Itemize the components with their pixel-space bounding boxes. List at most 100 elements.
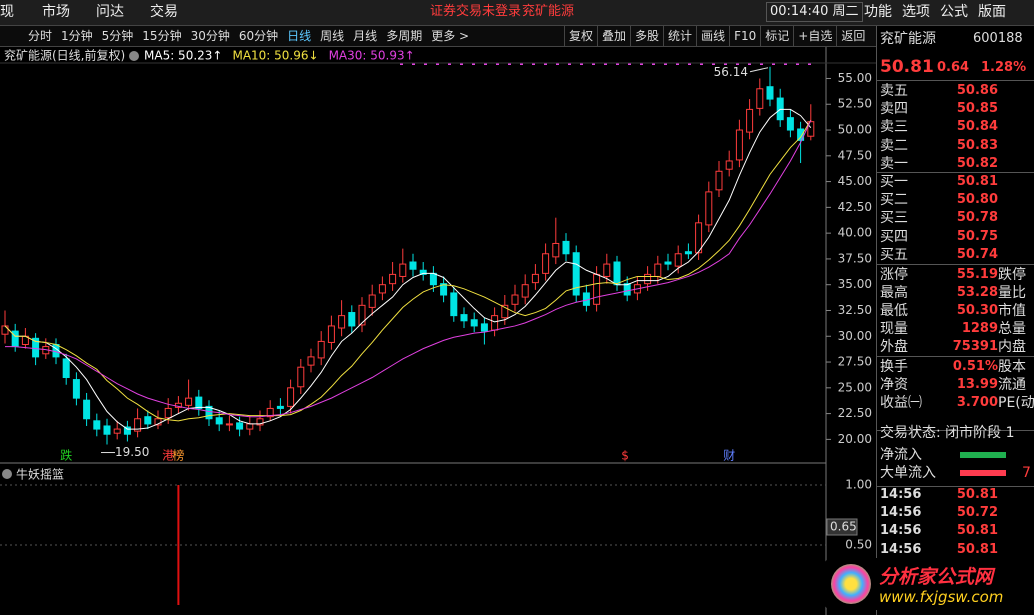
candle-body [756,88,764,109]
y-tick-label: 52.50 [838,97,872,111]
row-value: 50.81 [956,174,998,189]
event-marker: 港 [162,449,174,463]
candle-body [236,422,244,430]
candle-body [776,97,784,121]
row-label: 收益㈠ [880,395,922,411]
candle-body [123,426,131,435]
toolbar-button[interactable]: 画线 [696,26,729,46]
row-value: 50.84 [956,119,998,135]
period-tab[interactable]: 5分钟 [101,29,134,43]
event-marker: 财 [723,449,735,463]
toolbar-button[interactable]: 多股 [630,26,663,46]
menu-item[interactable]: 选项 [902,4,930,20]
menu-item[interactable]: 市场 [42,4,70,20]
y-tick-label: 1.00 [845,478,872,492]
title-icon[interactable] [129,51,139,61]
period-tab[interactable]: 分时 [28,29,53,43]
separator [877,356,1034,357]
y-tick-label: 40.00 [838,226,872,240]
quote-row: 14:56 50.72 [880,504,1034,522]
candle-body [695,222,703,254]
candle-body [644,273,652,285]
period-tab[interactable]: 日线 [287,29,312,43]
period-tab[interactable]: 月线 [353,29,378,43]
quote-row: 换手 0.51% 股本 [880,358,1034,376]
y-tick-label: 32.50 [838,303,872,317]
row-value: 75391 [952,339,998,354]
indicator-icon[interactable] [2,469,12,479]
candle-body [674,253,682,267]
candle-body [562,240,570,255]
toolbar-button[interactable]: 复权 [564,26,597,46]
toolbar-button[interactable]: F10 [729,26,760,46]
menu-item[interactable]: 现 [0,4,14,20]
period-tab[interactable]: 30分钟 [190,29,230,43]
high-note: 56.14 [714,65,748,79]
candle-body [195,396,203,409]
candle-body [103,425,111,435]
quote-panel: 兖矿能源 600188 50.81 0.64 1.28% 卖五 50.86 卖四 50.85 卖三… [876,26,1034,615]
row-value: 55.19 [956,267,998,282]
y-tick-label: 45.00 [838,174,872,188]
chart-area: 兖矿能源(日线,前复权) 牛妖摇篮 20.00 22.50 25.00 27.50 30… [0,47,876,615]
quote-row: 卖二 50.83 [880,137,1034,155]
menu-item[interactable]: 交易 [150,4,178,20]
quote-row: 卖三 50.84 [880,118,1034,136]
change: 0.64 [937,60,970,75]
candle-body [623,283,631,296]
stock-name: 兖矿能源 [880,31,936,47]
period-tab[interactable]: 60分钟 [238,29,279,43]
row-value: 50.78 [956,210,998,226]
row-label: 卖五 [880,83,908,99]
quote-row: 14:56 50.81 [880,541,1034,559]
menu-item[interactable]: 问达 [96,4,124,20]
toolbar-button[interactable]: 返回 [836,26,869,46]
toolbar-button[interactable]: 叠加 [597,26,630,46]
row-label: 买二 [880,192,908,209]
row-value: 50.82 [956,155,998,171]
candle-body [164,407,172,419]
candle-body [317,340,325,359]
period-tab[interactable]: 15分钟 [142,29,182,43]
y-tick-label: 55.00 [838,71,872,85]
candle-body [72,379,80,399]
row-label: 最高 [880,285,908,301]
cursor-value: 0.65 [830,520,857,534]
candle-body [511,294,519,305]
menu-item[interactable]: 公式 [940,4,968,20]
toolbar-button[interactable]: 统计 [663,26,696,46]
clock: 00:14:40 周二 [766,2,863,22]
y-tick-label: 30.00 [838,329,872,343]
period-tab[interactable]: 周线 [320,29,345,43]
period-tab[interactable]: 1分钟 [61,29,93,43]
ma-line [5,120,812,418]
flow-bar [960,470,1006,476]
row-label: 14:56 [880,523,922,539]
candle-body [144,416,152,425]
period-tab[interactable]: 多周期 [386,29,423,43]
row-value: 50.85 [956,101,998,117]
legend-entry: MA10: 50.96↓ [232,49,318,63]
row-label: 卖四 [880,101,908,118]
candle-body [786,117,794,131]
row-value: 0.51% [952,359,998,374]
menu-item[interactable]: 功能 [864,4,892,20]
row-label: 卖一 [880,155,908,172]
row-label: 买五 [880,246,908,263]
candle-body [501,304,509,319]
candle-body [327,325,335,343]
y-tick-label: 35.00 [838,277,872,291]
candle-body [705,191,713,226]
candle-body [62,358,70,379]
y-tick-label: 37.50 [838,251,872,265]
quote-row: 收益㈠ 3.700 PE(动 [880,394,1034,412]
toolbar-button[interactable]: 标记 [760,26,793,46]
candle-body [654,263,662,277]
candle-body [287,387,295,407]
watermark-title: 分析家公式网 [879,566,994,588]
period-tab[interactable]: 更多 > [431,29,470,43]
candle-body [246,423,254,430]
candle-body [368,294,376,308]
menu-item[interactable]: 版面 [978,4,1006,20]
toolbar-button[interactable]: +自选 [793,26,836,46]
